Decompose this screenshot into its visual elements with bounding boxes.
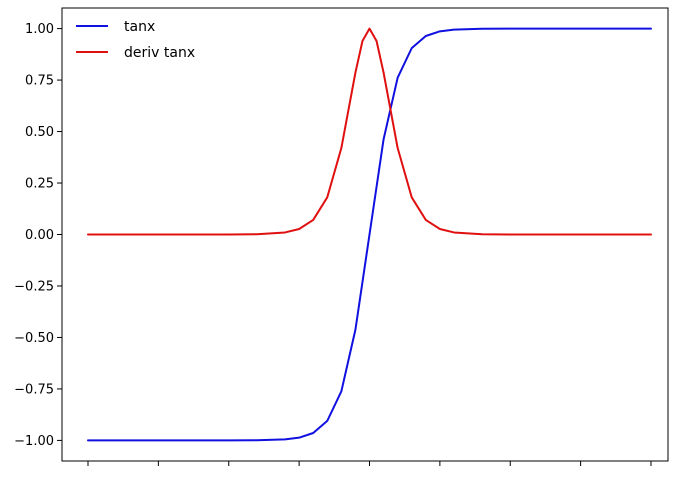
series-line-tanx xyxy=(87,27,652,442)
y-tick-label: −0.25 xyxy=(14,279,54,294)
legend-label: deriv tanx xyxy=(124,45,195,61)
series-line-deriv-tanx xyxy=(87,27,652,236)
y-tick-label: −1.00 xyxy=(14,434,54,449)
y-tick-label: 0.25 xyxy=(25,177,54,192)
legend: tanx deriv tanx xyxy=(76,19,195,61)
y-axis: −1.00 −0.75 −0.50 −0.25 0.00 0.25 0.50 0.75 1.00 xyxy=(14,22,62,449)
y-tick-label: −0.75 xyxy=(14,382,54,397)
x-axis xyxy=(87,461,652,466)
y-tick-label: 1.00 xyxy=(25,22,54,37)
y-tick-label: −0.50 xyxy=(14,331,54,346)
legend-label: tanx xyxy=(124,19,155,35)
y-tick-label: 0.75 xyxy=(25,74,54,89)
y-tick-label: 0.50 xyxy=(25,125,54,140)
y-tick-label: 0.00 xyxy=(25,228,54,243)
series-layer xyxy=(87,27,652,442)
